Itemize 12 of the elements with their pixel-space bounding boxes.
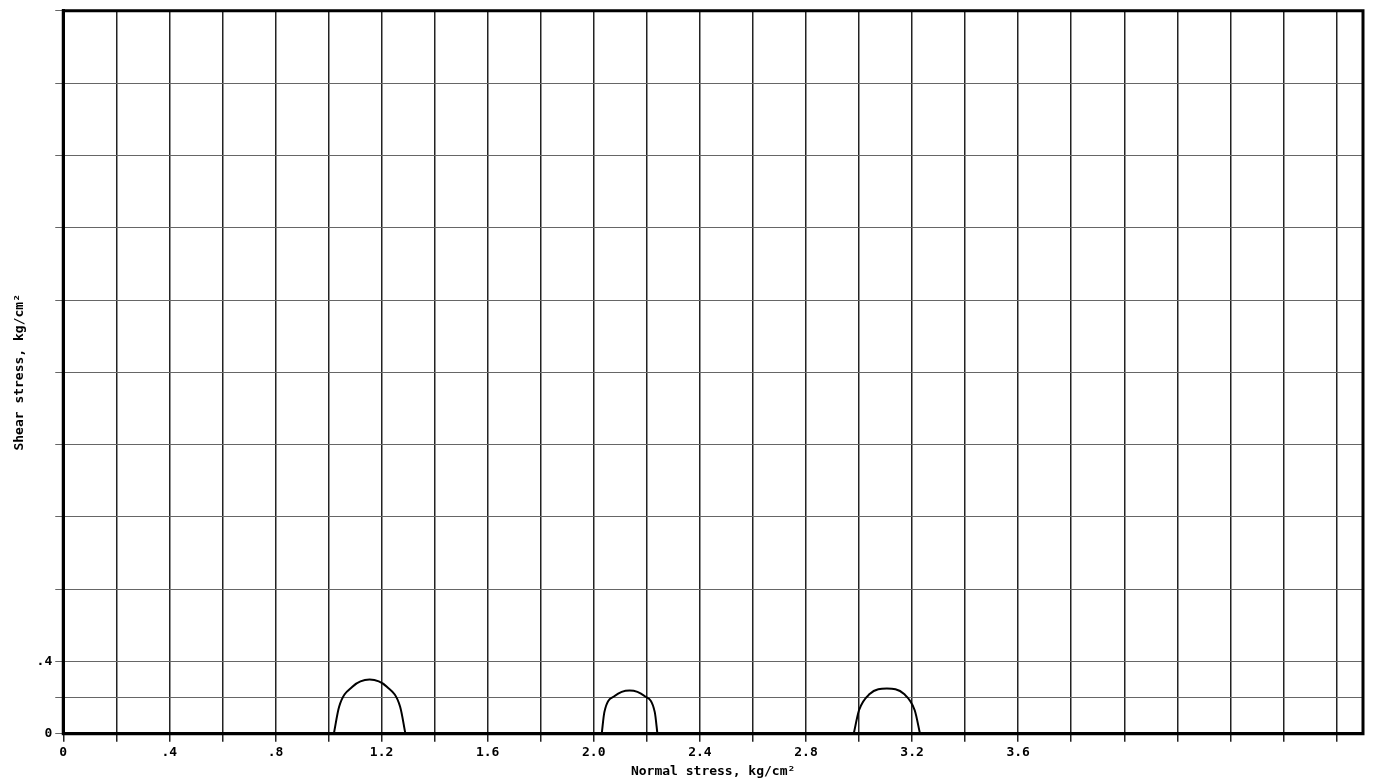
x-tick-label: 2.0 (582, 743, 606, 759)
x-tick-label: 3.2 (900, 743, 924, 759)
x-tick-label: 2.8 (794, 743, 818, 759)
x-tick-label: 1.2 (369, 743, 394, 759)
x-tick-label: 2.4 (688, 743, 712, 759)
x-tick-label: .4 (161, 743, 178, 759)
x-axis-title: Normal stress, kg/cm² (630, 762, 796, 778)
x-tick-label: 0 (59, 743, 68, 759)
x-tick-label: 3.6 (1006, 743, 1031, 759)
y-axis-title: Shear stress, kg/cm² (11, 294, 27, 451)
x-tick-label: 1.6 (475, 743, 500, 759)
x-tick-label: .8 (267, 743, 284, 759)
